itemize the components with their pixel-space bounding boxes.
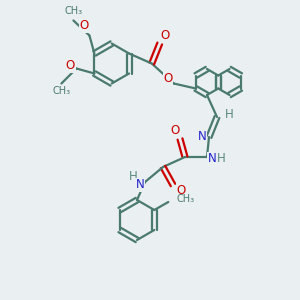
Text: CH₃: CH₃	[52, 86, 70, 97]
Text: O: O	[170, 124, 180, 137]
Text: H: H	[129, 170, 137, 184]
Text: O: O	[80, 19, 89, 32]
Text: H: H	[225, 107, 233, 121]
Text: O: O	[160, 29, 170, 42]
Text: N: N	[198, 130, 206, 143]
Text: O: O	[66, 59, 75, 72]
Text: O: O	[163, 72, 172, 85]
Text: N: N	[136, 178, 144, 191]
Text: O: O	[176, 184, 186, 196]
Text: CH₃: CH₃	[176, 194, 194, 204]
Text: N: N	[208, 152, 216, 166]
Text: H: H	[217, 152, 225, 166]
Text: CH₃: CH₃	[64, 7, 82, 16]
